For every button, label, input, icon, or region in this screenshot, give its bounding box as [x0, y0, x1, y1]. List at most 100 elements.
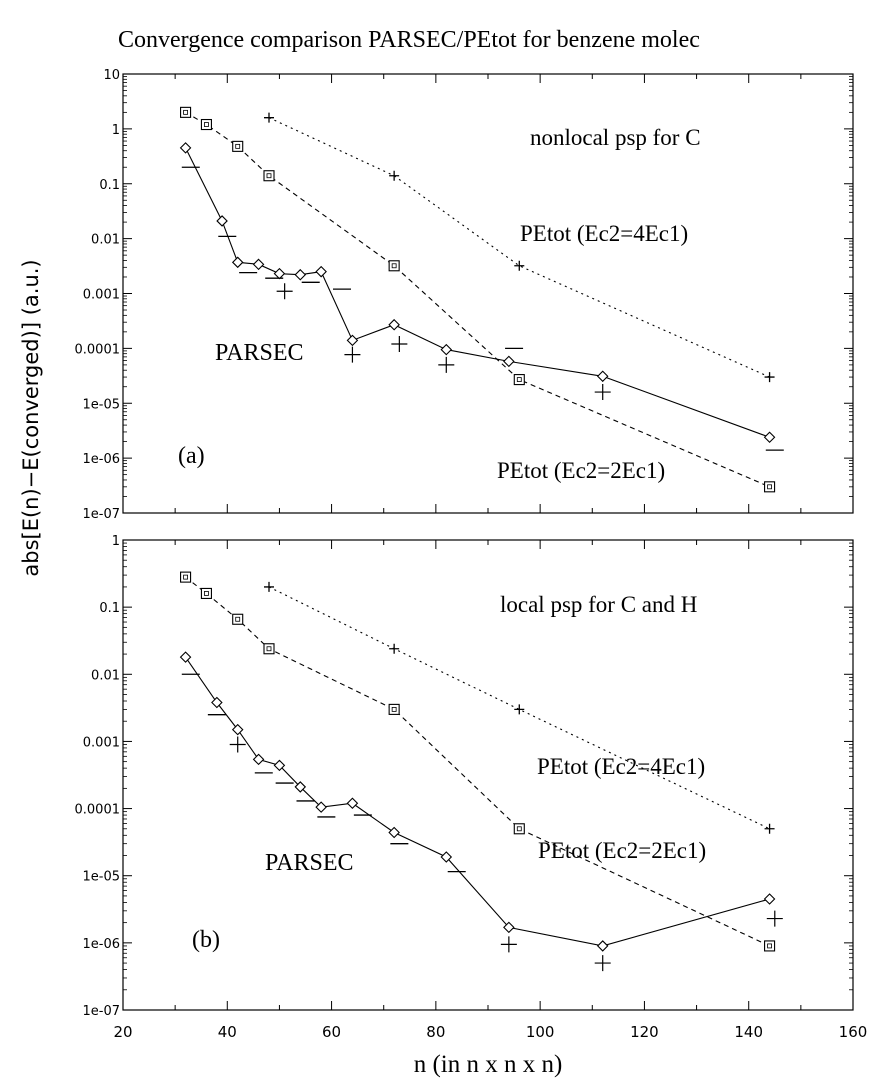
- data-point-plus: [389, 643, 400, 654]
- data-point-diamond: [596, 940, 609, 952]
- data-point-diamond: [763, 893, 776, 905]
- data-point-square: [388, 703, 400, 715]
- y-tick-label: 10: [103, 68, 120, 83]
- reference-plus-mark: [766, 910, 783, 927]
- x-tick-label: 140: [734, 1023, 763, 1041]
- data-point-plus: [264, 581, 274, 592]
- data-point-diamond: [273, 759, 286, 772]
- reference-plus-mark: [594, 384, 611, 401]
- data-point-square: [180, 571, 192, 583]
- y-tick-label: 1e-07: [82, 1004, 120, 1019]
- reference-plus-mark: [500, 936, 517, 953]
- plot-frame: [122, 73, 854, 514]
- data-point-diamond: [503, 355, 515, 368]
- panel-annotation: nonlocal psp for C: [530, 125, 701, 150]
- x-axis-label: n (in n x n x n): [414, 1051, 563, 1078]
- data-point-square-inner: [767, 484, 772, 490]
- y-tick-label: 1e-06: [82, 937, 120, 952]
- panel-label: (a): [178, 443, 205, 469]
- data-point-diamond: [596, 370, 609, 383]
- data-point-diamond: [346, 334, 359, 347]
- data-point-diamond: [315, 265, 327, 278]
- data-point-square-inner: [516, 377, 522, 382]
- x-tick-label: 160: [839, 1023, 868, 1041]
- series-label-petot-4ec1: PEtot (Ec2=4Ec1): [537, 754, 705, 779]
- x-tick-label: 20: [113, 1023, 132, 1041]
- data-point-plus: [514, 260, 525, 271]
- data-point-diamond: [440, 851, 453, 863]
- data-point-square: [513, 374, 525, 386]
- series-line: [268, 117, 770, 378]
- data-point-diamond: [440, 343, 453, 356]
- data-point-square-inner: [391, 263, 397, 269]
- y-tick-label: 1e-06: [82, 452, 120, 467]
- reference-plus-mark: [276, 283, 293, 300]
- data-point-square: [180, 106, 192, 118]
- data-point-square-inner: [391, 706, 397, 712]
- series-label-parsec: PARSEC: [265, 850, 354, 876]
- data-point-square: [263, 643, 275, 655]
- y-axis-label: abs[E(n)−E(converged)] (a.u.): [19, 259, 43, 576]
- data-point-square-inner: [767, 943, 772, 949]
- y-tick-label: 0.1: [99, 601, 120, 616]
- y-tick-label: 1e-07: [82, 507, 120, 522]
- y-tick-label: 1: [112, 534, 120, 549]
- data-point-square-inner: [266, 173, 272, 179]
- data-point-square: [764, 940, 776, 952]
- reference-plus-mark: [391, 336, 408, 353]
- data-point-diamond: [273, 267, 286, 280]
- y-tick-label: 0.01: [91, 668, 120, 683]
- panel-label: (b): [192, 927, 220, 953]
- y-tick-label: 0.001: [83, 288, 120, 303]
- y-tick-label: 0.1: [99, 178, 120, 193]
- x-tick-label: 100: [526, 1023, 555, 1041]
- data-point-square-inner: [204, 591, 209, 596]
- data-point-plus: [514, 704, 525, 715]
- data-point-square-inner: [183, 574, 188, 580]
- panel-b: 1 0.1 0.01 0.001 0.0001 1e-05 1e-06 1e-07 20 40 60…: [75, 534, 868, 1041]
- data-point-plus: [764, 823, 775, 834]
- data-point-square: [200, 587, 212, 599]
- data-point-square: [232, 613, 244, 625]
- data-point-square-inner: [183, 109, 188, 115]
- x-tick-label: 40: [218, 1023, 237, 1041]
- data-point-square-inner: [266, 646, 272, 652]
- data-point-square: [764, 481, 776, 493]
- data-point-square: [388, 260, 400, 272]
- data-point-diamond: [763, 431, 776, 444]
- reference-plus-mark: [438, 356, 455, 373]
- series-line: [185, 111, 770, 488]
- data-point-square: [200, 118, 212, 131]
- data-point-square-inner: [204, 122, 209, 127]
- data-point-plus: [764, 372, 775, 383]
- panel-a: 10 1 0.1 0.01 0.001 0.0001 1e-05 1e-06 1e-07 nonl…: [75, 68, 854, 522]
- panel-annotation: local psp for C and H: [500, 592, 697, 617]
- y-tick-label: 1e-05: [82, 870, 120, 885]
- series-label-parsec: PARSEC: [215, 340, 304, 366]
- chart-title: Convergence comparison PARSEC/PEtot for …: [118, 27, 700, 53]
- series-line: [185, 147, 770, 438]
- data-point-diamond: [294, 268, 307, 281]
- data-point-diamond: [211, 696, 223, 709]
- data-point-diamond: [503, 921, 515, 934]
- y-tick-label: 0.0001: [75, 342, 121, 357]
- plot-frame: [122, 539, 854, 1011]
- data-point-diamond: [294, 781, 307, 793]
- data-point-diamond: [346, 797, 359, 810]
- series-label-petot-4ec1: PEtot (Ec2=4Ec1): [520, 221, 688, 246]
- data-point-diamond: [252, 258, 265, 271]
- series-label-petot-2ec1: PEtot (Ec2=2Ec1): [497, 458, 665, 483]
- data-point-diamond: [216, 215, 228, 227]
- data-point-square: [232, 140, 244, 152]
- data-point-diamond: [179, 142, 192, 154]
- x-tick-label: 60: [322, 1023, 341, 1041]
- data-point-plus: [264, 112, 274, 123]
- data-point-diamond: [388, 826, 400, 839]
- data-point-diamond: [231, 723, 244, 736]
- data-point-diamond: [315, 801, 327, 813]
- series-label-petot-2ec1: PEtot (Ec2=2Ec1): [538, 838, 706, 863]
- reference-plus-mark: [594, 955, 611, 972]
- x-tick-label: 120: [630, 1023, 659, 1041]
- reference-plus-mark: [344, 346, 361, 363]
